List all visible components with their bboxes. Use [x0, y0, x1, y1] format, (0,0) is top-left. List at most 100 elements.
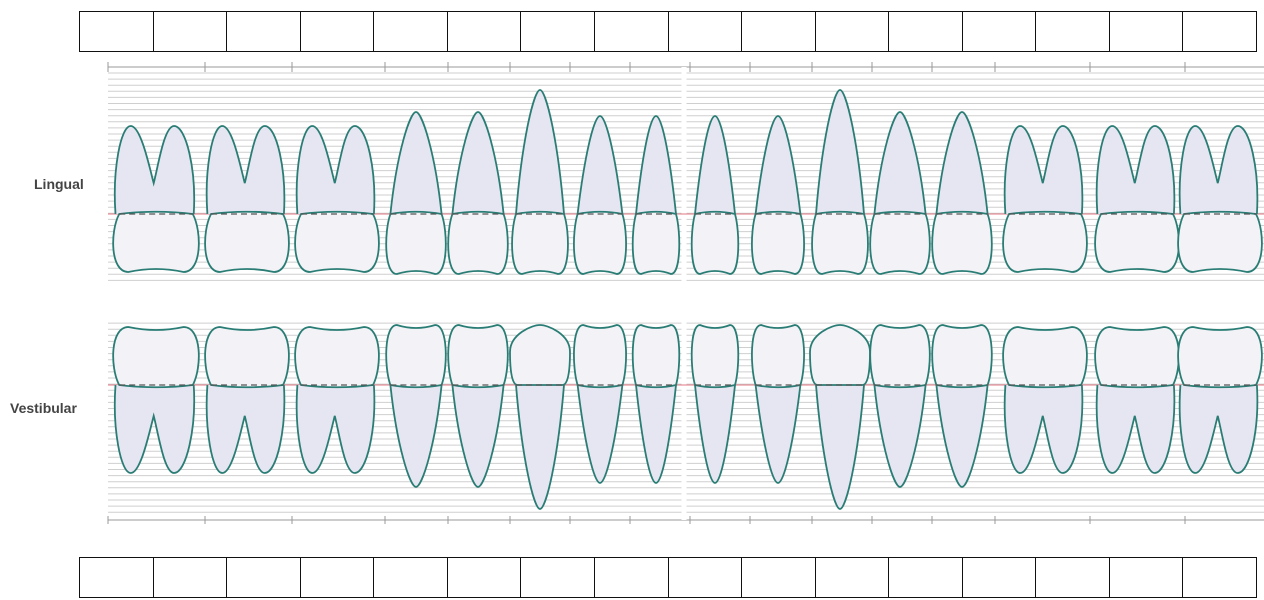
lingual-crown-11 [811, 210, 869, 275]
top-cell-5[interactable] [374, 12, 448, 51]
vestibular-root-2 [205, 384, 286, 474]
lingual-tooth-7[interactable] [573, 115, 627, 275]
vestibular-root-8 [635, 384, 677, 484]
lingual-root-2 [205, 125, 286, 215]
top-cell-8[interactable] [594, 12, 669, 51]
vestibular-tooth-14[interactable] [1002, 326, 1088, 474]
bottom-cell-15[interactable] [1109, 558, 1184, 597]
top-cell-1[interactable] [80, 12, 154, 51]
bottom-cell-16[interactable] [1183, 558, 1256, 597]
vestibular-tooth-10[interactable] [751, 324, 805, 484]
vestibular-root-12 [873, 384, 927, 488]
bottom-cell-10[interactable] [742, 558, 816, 597]
lingual-root-1 [113, 125, 196, 215]
lingual-tooth-6[interactable] [511, 89, 569, 275]
lingual-tooth-8[interactable] [631, 115, 681, 275]
top-cell-12[interactable] [889, 12, 963, 51]
vestibular-tooth-8[interactable] [631, 324, 681, 484]
top-input-row [79, 11, 1257, 52]
lingual-root-5 [451, 111, 505, 215]
lingual-crown-15 [1094, 210, 1180, 273]
lingual-tooth-9[interactable] [690, 115, 740, 275]
top-cell-6[interactable] [447, 12, 522, 51]
bottom-cell-1[interactable] [80, 558, 154, 597]
vestibular-tooth-16[interactable] [1177, 326, 1263, 474]
lingual-crown-12 [869, 210, 931, 275]
vestibular-root-15 [1095, 384, 1176, 474]
lingual-tooth-12[interactable] [869, 111, 931, 275]
vestibular-crown-7 [573, 324, 627, 389]
vestibular-tooth-13[interactable] [931, 324, 993, 488]
top-cell-16[interactable] [1183, 12, 1256, 51]
lingual-tooth-4[interactable] [385, 111, 447, 275]
bottom-cell-13[interactable] [962, 558, 1037, 597]
top-cell-10[interactable] [742, 12, 816, 51]
vestibular-root-14 [1003, 384, 1084, 474]
lingual-tooth-3[interactable] [294, 125, 380, 273]
lingual-tooth-15[interactable] [1094, 125, 1180, 273]
lingual-tooth-14[interactable] [1002, 125, 1088, 273]
vestibular-root-5 [451, 384, 505, 488]
vestibular-tooth-6[interactable] [509, 324, 571, 510]
vestibular-tooth-7[interactable] [573, 324, 627, 484]
lingual-tooth-16[interactable] [1177, 125, 1263, 273]
vestibular-crown-4 [385, 324, 447, 389]
vestibular-crown-9 [690, 324, 740, 389]
vestibular-tooth-5[interactable] [447, 324, 509, 488]
vestibular-root-4 [389, 384, 443, 488]
bottom-cell-12[interactable] [889, 558, 963, 597]
vestibular-tooth-12[interactable] [869, 324, 931, 488]
vestibular-crown-8 [631, 324, 681, 389]
vestibular-tooth-1[interactable] [112, 326, 200, 474]
lingual-tooth-1[interactable] [112, 125, 200, 273]
top-cell-7[interactable] [521, 12, 595, 51]
top-cell-14[interactable] [1036, 12, 1110, 51]
lingual-crown-2 [204, 210, 290, 273]
lingual-tooth-11[interactable] [811, 89, 869, 275]
lingual-root-12 [873, 111, 927, 215]
bottom-cell-7[interactable] [521, 558, 595, 597]
vestibular-tooth-9[interactable] [690, 324, 740, 484]
lingual-arch [112, 89, 1263, 275]
vestibular-tooth-4[interactable] [385, 324, 447, 488]
lingual-crown-13 [931, 210, 993, 275]
lingual-tooth-5[interactable] [447, 111, 509, 275]
vestibular-crown-1 [112, 326, 200, 389]
lingual-tooth-2[interactable] [204, 125, 290, 273]
vestibular-crown-15 [1094, 326, 1180, 389]
bottom-cell-2[interactable] [153, 558, 228, 597]
vestibular-root-6 [515, 384, 565, 510]
lingual-crown-5 [447, 210, 509, 275]
lingual-tooth-10[interactable] [751, 115, 805, 275]
bottom-cell-3[interactable] [227, 558, 301, 597]
top-cell-9[interactable] [668, 12, 743, 51]
vestibular-tooth-3[interactable] [294, 326, 380, 474]
vestibular-root-1 [113, 384, 196, 474]
bottom-cell-4[interactable] [300, 558, 375, 597]
vestibular-root-16 [1178, 384, 1259, 474]
lingual-label: Lingual [34, 176, 84, 192]
lingual-tooth-13[interactable] [931, 111, 993, 275]
tooth-chart [107, 62, 1264, 524]
bottom-cell-6[interactable] [447, 558, 522, 597]
top-cell-4[interactable] [300, 12, 375, 51]
vestibular-root-9 [694, 384, 736, 484]
vestibular-crown-5 [447, 324, 509, 389]
bottom-cell-11[interactable] [815, 558, 890, 597]
lingual-root-4 [389, 111, 443, 215]
bottom-cell-9[interactable] [668, 558, 743, 597]
lingual-root-6 [515, 89, 565, 215]
lingual-crown-3 [294, 210, 380, 273]
top-cell-11[interactable] [815, 12, 890, 51]
vestibular-tooth-15[interactable] [1094, 326, 1180, 474]
top-cell-3[interactable] [227, 12, 301, 51]
top-cell-2[interactable] [153, 12, 228, 51]
vestibular-tooth-2[interactable] [204, 326, 290, 474]
lingual-crown-6 [511, 210, 569, 275]
bottom-cell-8[interactable] [594, 558, 669, 597]
bottom-cell-5[interactable] [374, 558, 448, 597]
top-cell-13[interactable] [962, 12, 1037, 51]
top-cell-15[interactable] [1109, 12, 1184, 51]
lingual-root-8 [635, 115, 677, 215]
bottom-cell-14[interactable] [1036, 558, 1110, 597]
